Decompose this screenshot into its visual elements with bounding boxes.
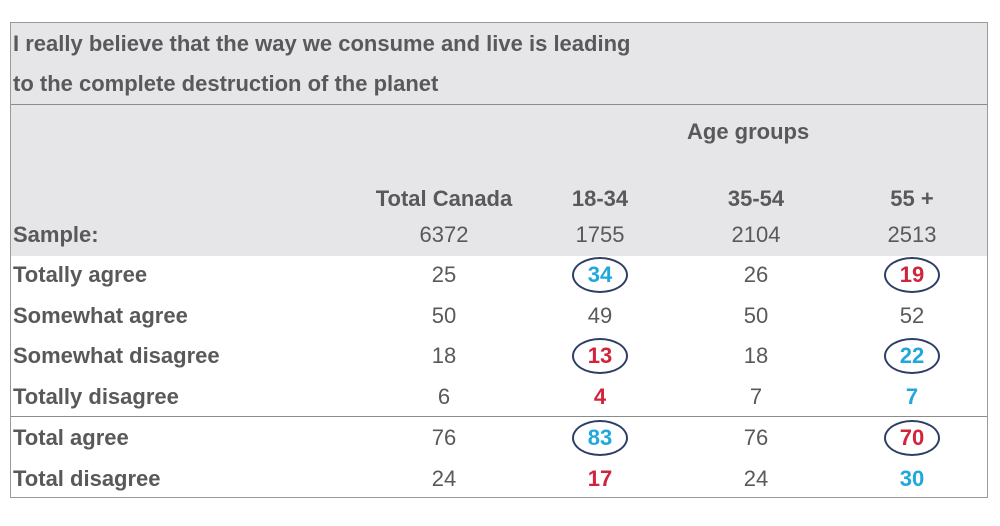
cell-totally-disagree-3: 7 <box>905 384 919 409</box>
col-header-35-54: 35-54 <box>727 186 785 211</box>
col-header-55-plus: 55 + <box>890 186 934 211</box>
row-label-total-agree: Total agree <box>13 425 129 450</box>
sample-total-canada: 6372 <box>419 222 469 247</box>
header-band <box>11 104 987 256</box>
row-label-totally-agree: Totally agree <box>13 262 148 287</box>
age-groups-header: Age groups <box>687 119 810 144</box>
significance-ring <box>572 257 628 293</box>
cell-somewhat-disagree-1: 13 <box>587 343 613 368</box>
cell-totally-agree-0: 25 <box>431 262 457 287</box>
cell-somewhat-agree-3: 52 <box>899 303 925 328</box>
cell-total-agree-2: 76 <box>743 425 769 450</box>
col-header-18-34: 18-34 <box>571 186 629 211</box>
row-label-totally-disagree: Totally disagree <box>13 384 179 409</box>
significance-ring <box>884 257 940 293</box>
cell-total-disagree-0: 24 <box>431 466 457 491</box>
cell-somewhat-agree-1: 49 <box>587 303 613 328</box>
row-label-somewhat-agree: Somewhat agree <box>13 303 188 328</box>
cell-totally-disagree-1: 4 <box>593 384 607 409</box>
cell-somewhat-agree-2: 50 <box>743 303 769 328</box>
sample-35-54: 2104 <box>731 222 781 247</box>
significance-ring <box>884 338 940 374</box>
significance-ring <box>572 338 628 374</box>
results-table: I really believe that the way we consume… <box>10 22 988 498</box>
cell-total-agree-1: 83 <box>587 425 613 450</box>
sample-18-34: 1755 <box>575 222 625 247</box>
title-line-2: to the complete destruction of the plane… <box>13 71 439 96</box>
cell-total-disagree-2: 24 <box>743 466 769 491</box>
cell-total-disagree-1: 17 <box>587 466 613 491</box>
cell-somewhat-agree-0: 50 <box>431 303 457 328</box>
row-label-somewhat-disagree: Somewhat disagree <box>13 343 220 368</box>
cell-totally-disagree-2: 7 <box>749 384 763 409</box>
title-line-1: I really believe that the way we consume… <box>13 31 631 56</box>
cell-totally-agree-1: 34 <box>587 262 613 287</box>
col-header-total-canada: Total Canada <box>375 186 513 211</box>
row-label-total-disagree: Total disagree <box>13 466 161 491</box>
cell-total-agree-0: 76 <box>431 425 457 450</box>
sample-55-plus: 2513 <box>887 222 937 247</box>
cell-somewhat-disagree-2: 18 <box>743 343 769 368</box>
cell-somewhat-disagree-3: 22 <box>899 343 925 368</box>
cell-total-agree-3: 70 <box>899 425 925 450</box>
cell-total-disagree-3: 30 <box>899 466 925 491</box>
cell-somewhat-disagree-0: 18 <box>431 343 457 368</box>
significance-ring <box>572 420 628 456</box>
cell-totally-agree-3: 19 <box>899 262 925 287</box>
totals-divider <box>11 416 987 417</box>
title-band <box>11 23 987 104</box>
cell-totally-disagree-0: 6 <box>437 384 451 409</box>
significance-ring <box>884 420 940 456</box>
sample-label: Sample: <box>13 222 99 247</box>
cell-totally-agree-2: 26 <box>743 262 769 287</box>
